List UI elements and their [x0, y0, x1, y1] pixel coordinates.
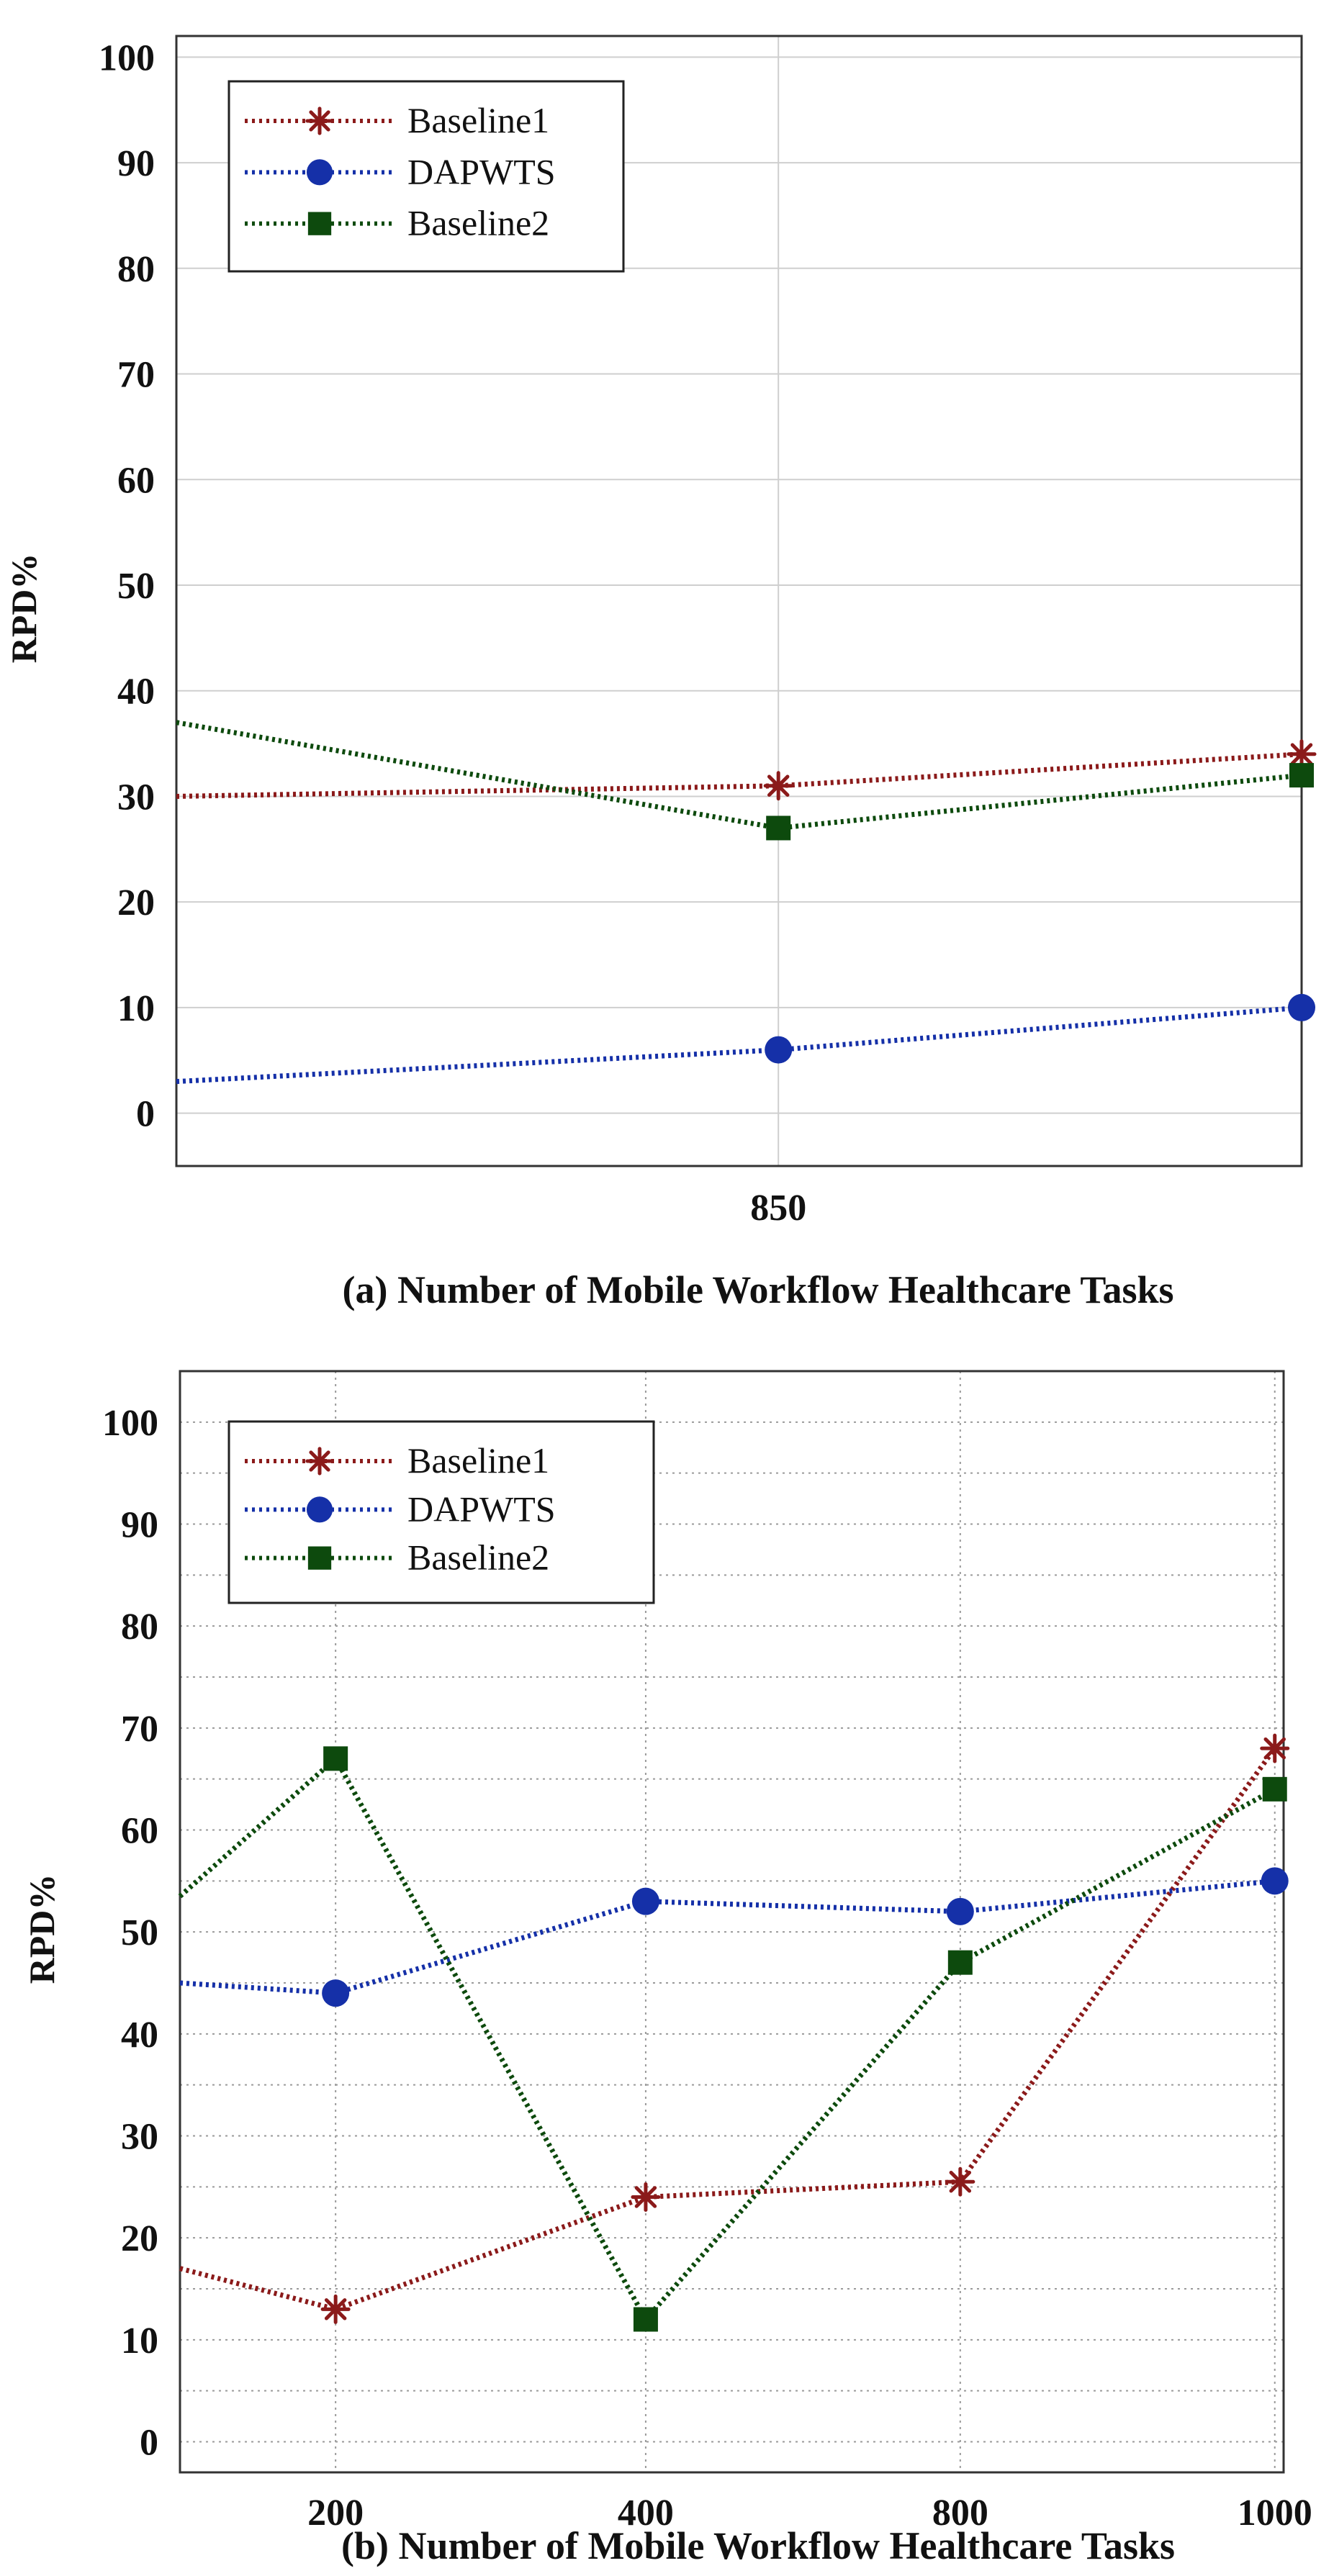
- plot-frame: [179, 1370, 1285, 2474]
- data-point-stroke: [1290, 743, 1313, 765]
- legend-label: Baseline2: [407, 203, 549, 243]
- chart-caption: (a) Number of Mobile Workflow Healthcare…: [342, 1268, 1173, 1311]
- data-point: [631, 1887, 659, 1915]
- series-dapwts: [176, 993, 1315, 1085]
- y-tick-label: 10: [121, 2320, 158, 2362]
- series-baseline2: [178, 1746, 1287, 2332]
- y-tick-label: 80: [121, 1606, 158, 1648]
- y-tick-label: 0: [136, 1094, 155, 1135]
- legend-marker-stroke: [309, 110, 330, 132]
- legend-label: Baseline1: [407, 100, 549, 140]
- data-point: [320, 2294, 351, 2324]
- data-point: [631, 2182, 661, 2212]
- y-tick-label: 70: [117, 355, 155, 396]
- legend-box: [227, 80, 625, 273]
- series-line: [176, 720, 1302, 831]
- data-point: [1288, 993, 1315, 1021]
- data-point: [1261, 1867, 1289, 1895]
- legend-marker: [305, 107, 334, 135]
- data-point: [1260, 1733, 1290, 1763]
- series-baseline1: [179, 1733, 1290, 2324]
- chart-caption: (b) Number of Mobile Workflow Healthcare…: [341, 2524, 1175, 2567]
- y-tick-label: 40: [117, 672, 155, 713]
- y-tick-label: 70: [121, 1709, 158, 1750]
- y-axis-label: RPD%: [22, 1874, 62, 1984]
- y-tick-label: 30: [121, 2117, 158, 2158]
- y-axis-label: RPD%: [4, 553, 44, 664]
- y-tick-label: 0: [140, 2423, 158, 2464]
- legend-label: DAPWTS: [407, 151, 556, 191]
- y-tick-label: 40: [121, 2015, 158, 2056]
- data-point: [633, 2307, 658, 2332]
- data-point: [766, 815, 791, 841]
- y-tick-label: 100: [99, 37, 155, 78]
- series-baseline1: [176, 739, 1317, 801]
- series-line: [178, 1754, 1276, 2324]
- data-point: [322, 1979, 350, 2007]
- legend-marker: [305, 1447, 334, 1475]
- y-tick-label: 50: [117, 566, 155, 607]
- y-tick-label: 60: [121, 1811, 158, 1852]
- legend-label: Baseline1: [407, 1440, 549, 1481]
- grid: [176, 36, 1302, 1166]
- y-tick-label: 60: [117, 460, 155, 501]
- y-tick-label: 90: [117, 143, 155, 184]
- legend-box: [227, 1420, 655, 1604]
- series-baseline2: [176, 720, 1314, 841]
- series-line: [179, 1878, 1276, 1996]
- y-tick-label: 30: [117, 777, 155, 818]
- data-point-stroke: [1263, 1737, 1286, 1760]
- data-point: [946, 1897, 974, 1925]
- y-tick-label: 20: [117, 882, 155, 923]
- legend-label: DAPWTS: [407, 1488, 556, 1529]
- legend-marker: [307, 1546, 332, 1570]
- legend-marker: [306, 1496, 333, 1523]
- data-point-stroke: [634, 2186, 657, 2208]
- x-tick-label: 1000: [1238, 2493, 1312, 2534]
- data-point: [1262, 1776, 1287, 1802]
- data-point: [1289, 763, 1314, 788]
- series-dapwts: [179, 1867, 1289, 2007]
- x-tick-label: 400: [618, 2493, 674, 2534]
- data-point: [1286, 739, 1317, 769]
- legend-marker: [307, 212, 332, 235]
- series-line: [176, 1005, 1302, 1085]
- x-tick-label: 850: [750, 1188, 806, 1229]
- plot-frame: [175, 35, 1303, 1167]
- x-tick-label: 200: [307, 2493, 364, 2534]
- y-tick-label: 90: [121, 1505, 158, 1546]
- legend-marker: [306, 159, 333, 186]
- y-tick-label: 20: [121, 2218, 158, 2259]
- y-tick-label: 50: [121, 1912, 158, 1953]
- legend-label: Baseline2: [407, 1537, 549, 1578]
- data-point-stroke: [949, 2171, 972, 2193]
- chart-b: 0 10 20 30 40 50 60 70 80 90 100 200 400 800 1000 RPD% (…: [22, 1370, 1312, 2567]
- legend: Baseline1 DAPWTS Baseline2: [227, 1420, 655, 1604]
- data-point: [763, 771, 793, 801]
- data-point: [945, 2166, 975, 2197]
- x-tick-label: 800: [932, 2493, 988, 2534]
- data-point: [947, 1950, 973, 1975]
- data-point: [765, 1036, 793, 1064]
- y-tick-label: 80: [117, 249, 155, 290]
- legend-marker-stroke: [309, 1450, 330, 1472]
- chart-a: 0 10 20 30 40 50 60 70 80 90 100 850 RPD% (a) Number …: [4, 35, 1317, 1311]
- data-point-stroke: [767, 774, 790, 797]
- y-tick-label: 10: [117, 988, 155, 1029]
- legend: Baseline1 DAPWTS Baseline2: [227, 80, 625, 273]
- data-point: [323, 1746, 348, 1771]
- data-point-stroke: [324, 2298, 347, 2320]
- y-tick-label: 100: [102, 1403, 158, 1444]
